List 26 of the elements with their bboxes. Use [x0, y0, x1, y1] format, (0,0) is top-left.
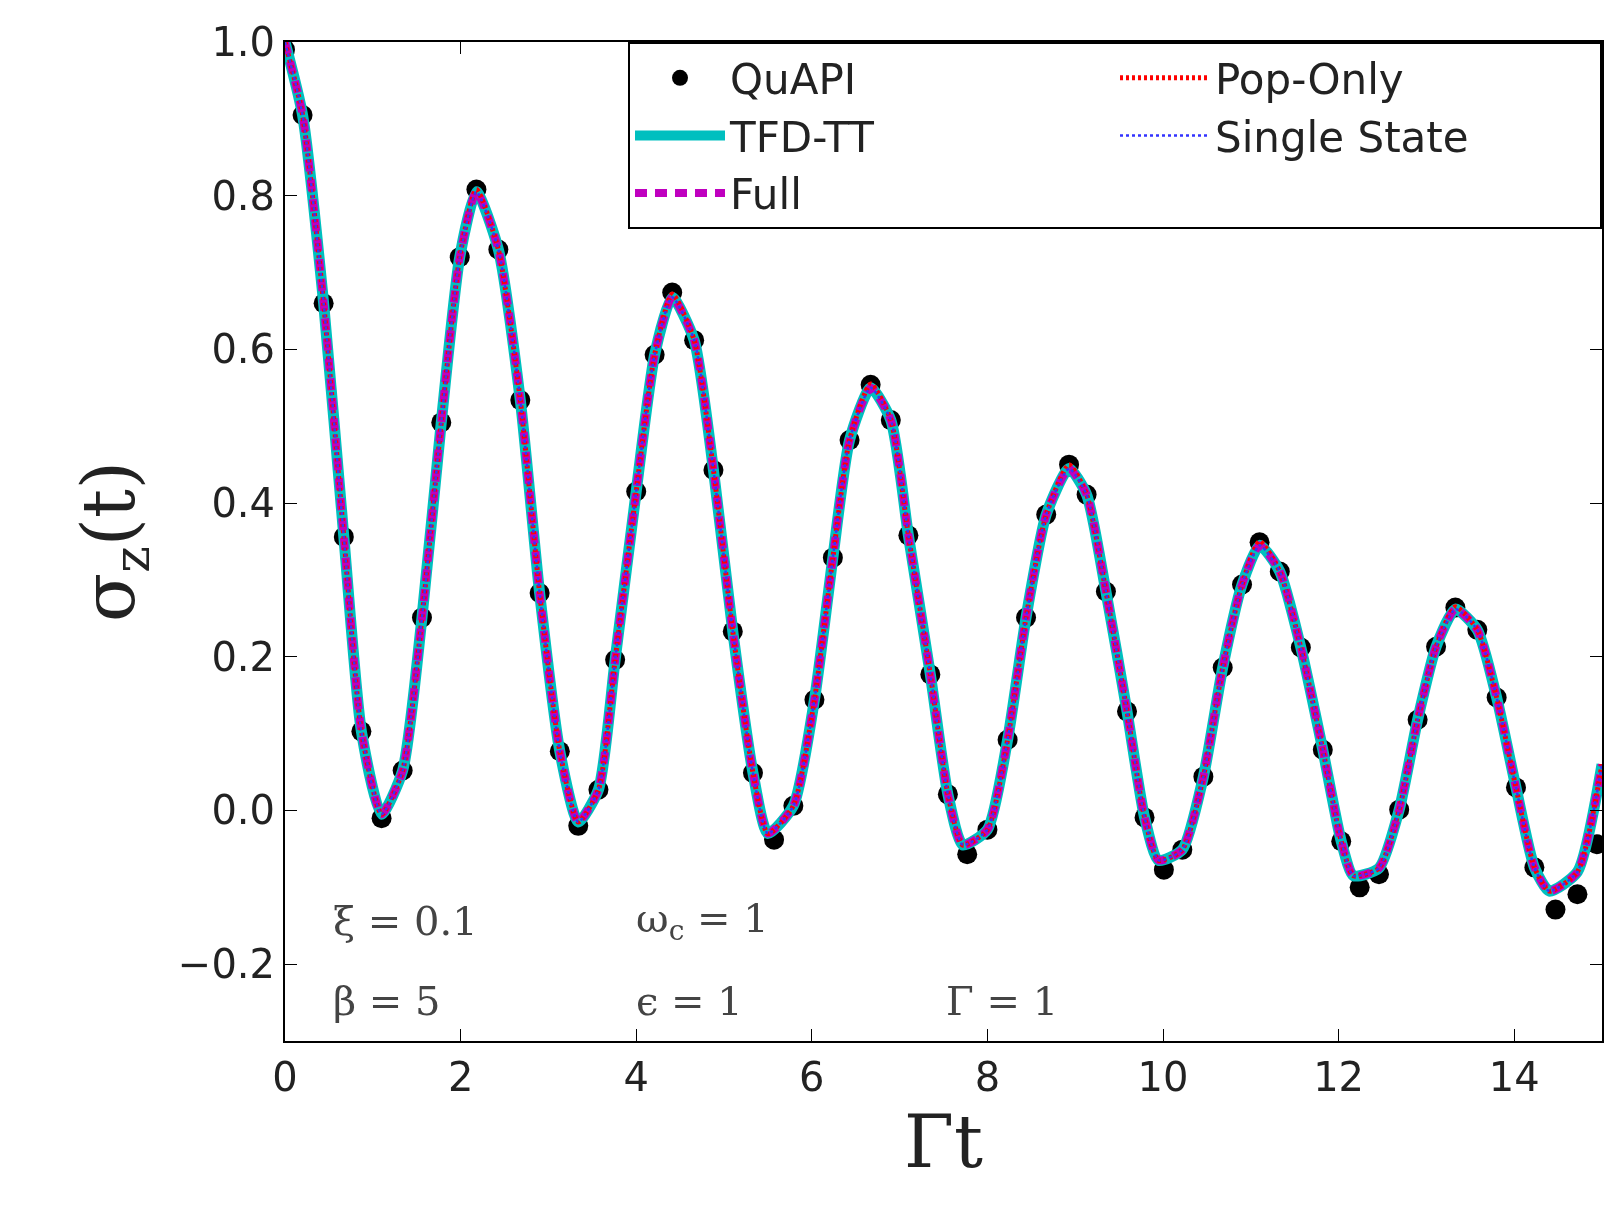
- x-tick-label: 4: [623, 1054, 649, 1100]
- y-tick-label: 0.4: [211, 480, 275, 527]
- annotation: Γ = 1: [946, 978, 1059, 1024]
- y-tick-label: 1.0: [211, 19, 275, 65]
- annotation: ϵ = 1: [636, 978, 743, 1024]
- annotation: β = 5: [333, 978, 441, 1024]
- annotation: ω$_{c}$ = 1: [636, 895, 769, 948]
- x-tick-label: 0: [272, 1054, 298, 1100]
- annotation: ξ = 0.1: [333, 898, 478, 944]
- x-tick-label: 10: [1137, 1054, 1189, 1100]
- x-tick-label: 2: [447, 1054, 474, 1100]
- y-tick-label: 0.0: [211, 787, 275, 834]
- legend-label: Full: [730, 170, 802, 220]
- y-tick-label: −0.2: [177, 941, 275, 988]
- legend-label: Pop-Only: [1215, 55, 1404, 105]
- y-tick-label: 0.8: [211, 172, 275, 219]
- y-tick-label: 0.6: [211, 326, 275, 373]
- legend-label: QuAPI: [730, 55, 857, 105]
- x-tick-label: 8: [974, 1054, 1001, 1100]
- x-tick-label: 6: [799, 1054, 825, 1100]
- x-tick-label: 12: [1313, 1054, 1365, 1100]
- y-tick-label: 0.2: [211, 633, 275, 680]
- x-tick-label: 14: [1488, 1054, 1540, 1100]
- x-axis-title: Γt: [904, 1100, 984, 1184]
- legend-label: Single State: [1215, 112, 1469, 162]
- legend-label: TFD-TT: [729, 112, 875, 162]
